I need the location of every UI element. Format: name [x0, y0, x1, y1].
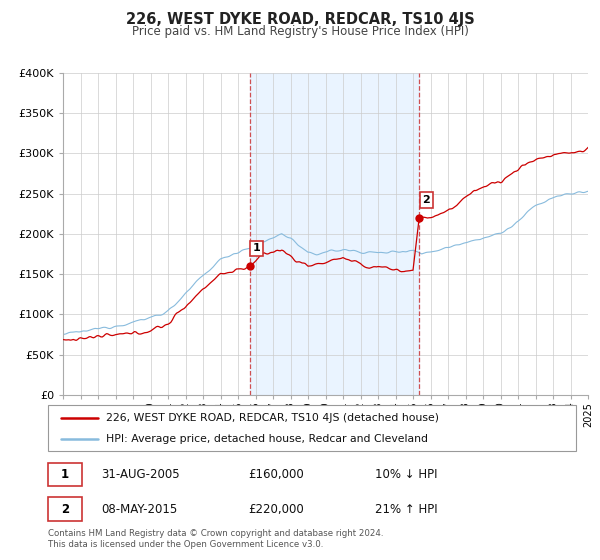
Text: 226, WEST DYKE ROAD, REDCAR, TS10 4JS (detached house): 226, WEST DYKE ROAD, REDCAR, TS10 4JS (d…	[106, 413, 439, 423]
Text: 1: 1	[253, 243, 260, 253]
Text: £220,000: £220,000	[248, 502, 304, 516]
Text: HPI: Average price, detached house, Redcar and Cleveland: HPI: Average price, detached house, Redc…	[106, 435, 428, 444]
Text: Contains HM Land Registry data © Crown copyright and database right 2024.
This d: Contains HM Land Registry data © Crown c…	[48, 529, 383, 549]
Text: 2: 2	[422, 195, 430, 205]
Text: Price paid vs. HM Land Registry's House Price Index (HPI): Price paid vs. HM Land Registry's House …	[131, 25, 469, 38]
Text: 08-MAY-2015: 08-MAY-2015	[101, 502, 177, 516]
Bar	[48, 497, 82, 521]
Text: 21% ↑ HPI: 21% ↑ HPI	[376, 502, 438, 516]
Text: 2: 2	[61, 502, 69, 516]
Text: £160,000: £160,000	[248, 468, 304, 481]
Text: 10% ↓ HPI: 10% ↓ HPI	[376, 468, 438, 481]
Text: 226, WEST DYKE ROAD, REDCAR, TS10 4JS: 226, WEST DYKE ROAD, REDCAR, TS10 4JS	[125, 12, 475, 27]
Text: 31-AUG-2005: 31-AUG-2005	[101, 468, 179, 481]
Bar	[48, 463, 82, 486]
Text: 1: 1	[61, 468, 69, 481]
Bar	[250, 73, 419, 395]
